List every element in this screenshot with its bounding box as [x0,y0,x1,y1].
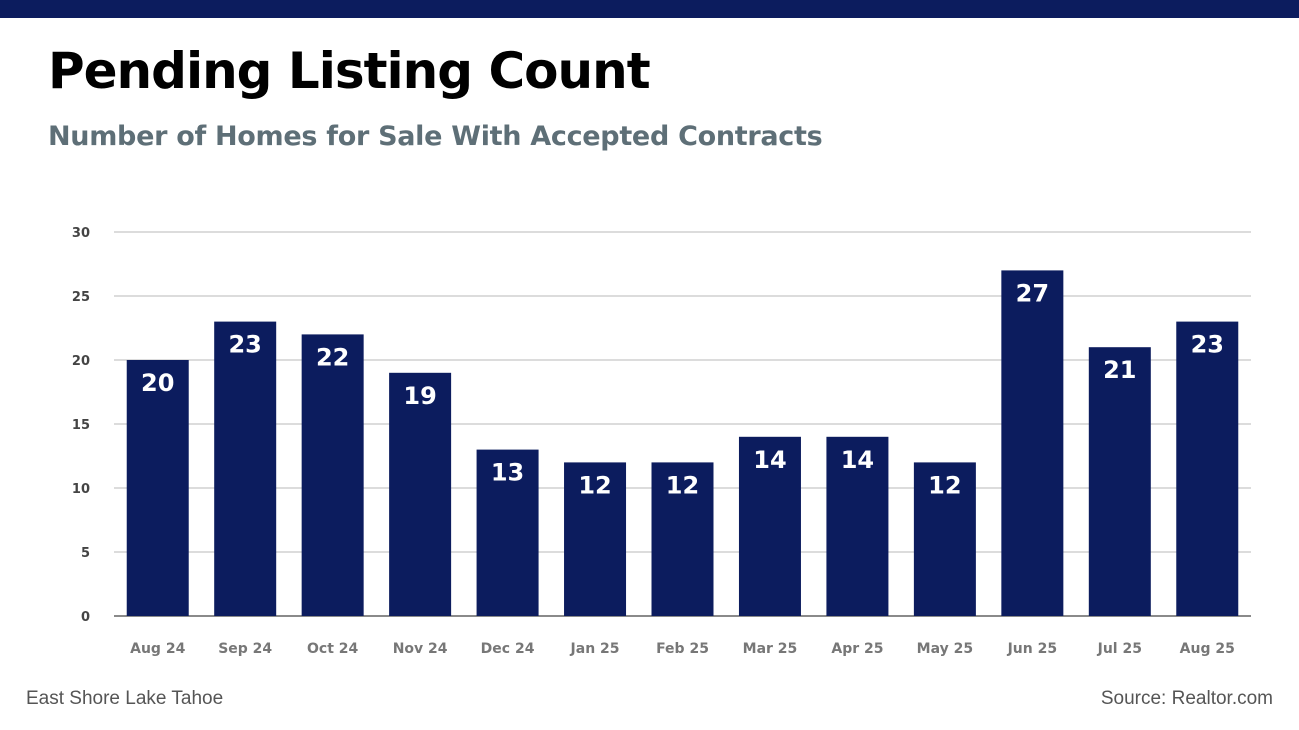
y-tick-label: 0 [81,610,90,625]
x-tick-label: May 25 [917,641,973,657]
bar [1176,321,1239,616]
bar-value-label: 14 [841,446,874,474]
x-tick-label: Apr 25 [831,641,883,657]
x-tick-label: Nov 24 [393,641,448,657]
bar-chart: 0 5 10 15 20 25 30 20 Aug 24 23 Sep 24 22 Oct 24 19 No… [72,226,1251,657]
bar-value-label: 12 [666,471,699,499]
bar [738,436,801,616]
y-tick-label: 10 [72,482,90,497]
x-tick-label: Jul 25 [1097,641,1142,657]
x-tick-label: Mar 25 [743,641,798,657]
bar [389,372,452,616]
y-tick-label: 20 [72,354,90,369]
top-accent-bar [0,0,1299,18]
x-tick-label: Aug 25 [1180,641,1235,657]
x-tick-label: Sep 24 [218,641,272,657]
bar-value-label: 20 [141,369,174,397]
y-tick-label: 5 [81,546,90,561]
bar [1088,347,1151,616]
bar [564,462,627,616]
bar [214,321,277,616]
source-label: Source: Realtor.com [1100,688,1273,709]
x-tick-label: Dec 24 [481,641,535,657]
bar [126,360,189,616]
bar [826,436,889,616]
bar-value-label: 19 [403,382,436,410]
bar-value-label: 22 [316,343,349,371]
bar [1001,270,1064,616]
bar [476,449,539,616]
x-tick-label: Aug 24 [130,641,185,657]
bar-value-label: 14 [753,446,786,474]
bar-value-label: 12 [578,471,611,499]
bar-value-label: 12 [928,471,961,499]
bar-value-label: 23 [228,331,261,359]
x-tick-label: Oct 24 [307,641,359,657]
y-tick-label: 25 [72,290,90,305]
bar-value-label: 21 [1103,356,1136,384]
y-tick-label: 15 [72,418,90,433]
bar [301,334,364,616]
bar-value-label: 27 [1016,279,1049,307]
page-title: Pending Listing Count [48,42,651,100]
page-subtitle: Number of Homes for Sale With Accepted C… [48,121,823,152]
bar-value-label: 13 [491,459,524,487]
bar [651,462,714,616]
x-tick-label: Jun 25 [1007,641,1058,657]
bar [913,462,976,616]
location-label: East Shore Lake Tahoe [26,688,224,709]
y-tick-label: 30 [72,226,90,241]
bar-value-label: 23 [1191,331,1224,359]
x-tick-label: Feb 25 [656,641,709,657]
x-tick-label: Jan 25 [570,641,620,657]
